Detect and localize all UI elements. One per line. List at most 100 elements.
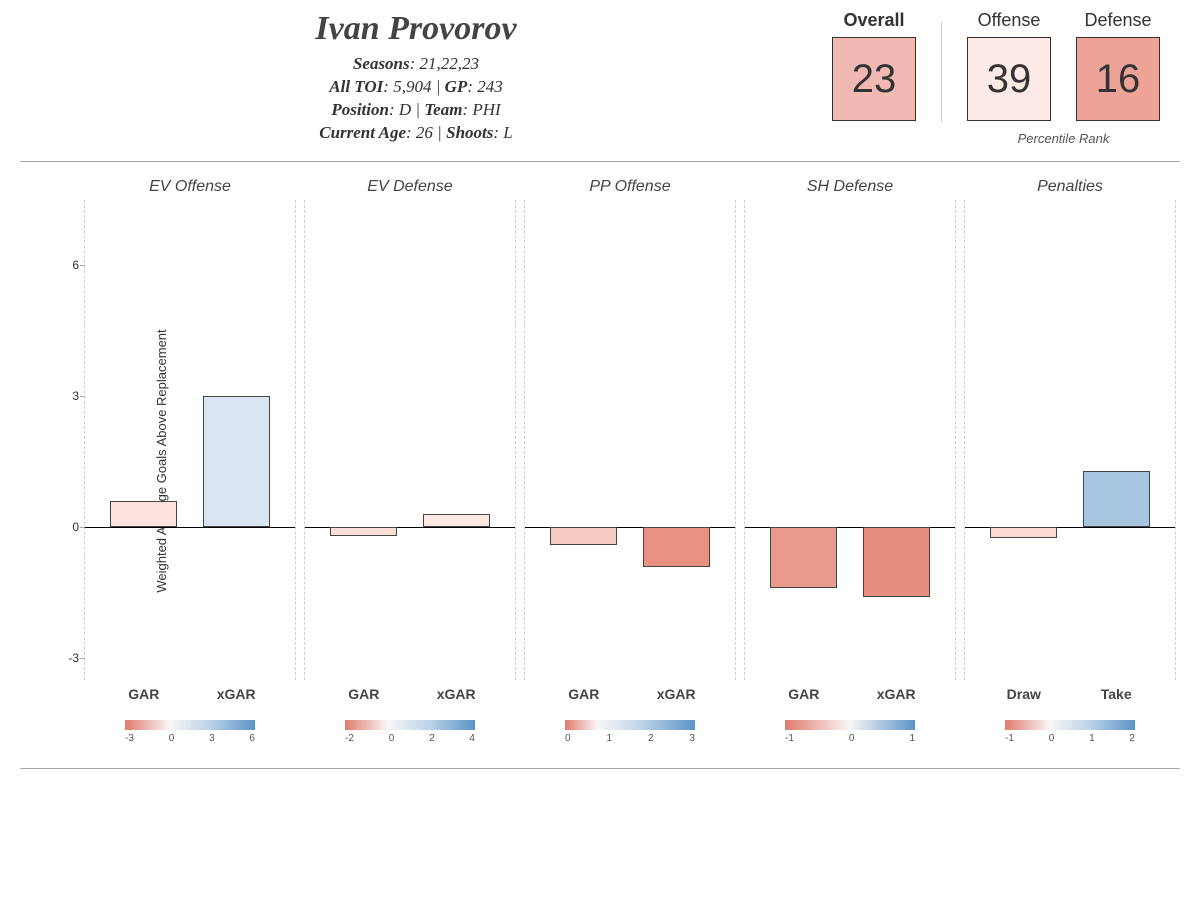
score-defense: Defense 16 [1076, 10, 1160, 121]
charts-row: Weighted Average Goals Above Replacement… [20, 172, 1180, 750]
bar-label: Take [1101, 686, 1132, 702]
color-legend: 0123 [520, 720, 740, 750]
gradient-tick: -3 [125, 733, 134, 744]
panel-sh-defense: SH Defense GARxGAR -1 0 1 [740, 172, 960, 750]
ytick-label: 3 [57, 389, 79, 403]
gradient-tick: 1 [1089, 733, 1095, 744]
gradient-tick: 4 [469, 733, 475, 744]
shoots-value: L [503, 123, 512, 142]
gradient-bar [345, 720, 475, 730]
gradient-tick: 2 [648, 733, 654, 744]
score-offense: Offense 39 [967, 10, 1051, 121]
pos-label: Position [331, 100, 389, 119]
plot-area: -3036GARxGAR [84, 200, 296, 680]
bar-label: xGAR [437, 686, 476, 702]
gradient-tick: 1 [606, 733, 612, 744]
bar-label: xGAR [657, 686, 696, 702]
team-label: Team [424, 100, 462, 119]
gradient-tick: -1 [785, 733, 794, 744]
seasons-value: 21,22,23 [420, 54, 480, 73]
panel-ev-offense: EV Offense -3036GARxGAR -3 0 3 6 [80, 172, 300, 750]
panel-title: Penalties [960, 178, 1180, 196]
info-age-shoots: Current Age: 26 | Shoots: L [40, 123, 792, 143]
gp-value: 243 [477, 77, 503, 96]
score-divider [941, 22, 942, 122]
team-value: PHI [472, 100, 500, 119]
plot-area: GARxGAR [744, 200, 956, 680]
bar [863, 527, 930, 597]
panel-pp-offense: PP OffenseGARxGAR0123 [520, 172, 740, 750]
ytick-label: 6 [57, 258, 79, 272]
bar [550, 527, 617, 544]
bar-label: xGAR [877, 686, 916, 702]
pos-value: D [399, 100, 411, 119]
bar [990, 527, 1057, 538]
bar [203, 396, 270, 527]
bar-label: xGAR [217, 686, 256, 702]
age-label: Current Age [319, 123, 406, 142]
gradient-bar [785, 720, 915, 730]
bar [770, 527, 837, 588]
player-info: Ivan Provorov Seasons: 21,22,23 All TOI:… [40, 10, 792, 146]
gradient-bar [1005, 720, 1135, 730]
color-legend: -2 0 2 4 [300, 720, 520, 750]
panel-title: SH Defense [740, 178, 960, 196]
gradient-tick: 0 [1049, 733, 1055, 744]
score-overall: Overall 23 [832, 10, 916, 121]
bar [330, 527, 397, 536]
bar-label: Draw [1007, 686, 1041, 702]
panel-title: EV Defense [300, 178, 520, 196]
color-legend: -1 0 1 [740, 720, 960, 750]
gradient-tick: 1 [909, 733, 915, 744]
bar-label: GAR [128, 686, 159, 702]
score-defense-box: 16 [1076, 37, 1160, 121]
seasons-label: Seasons [353, 54, 410, 73]
info-toi-gp: All TOI: 5,904 | GP: 243 [40, 77, 792, 97]
info-pos-team: Position: D | Team: PHI [40, 100, 792, 120]
color-legend: -1012 [960, 720, 1180, 750]
plot-area: GARxGAR [304, 200, 516, 680]
header: Ivan Provorov Seasons: 21,22,23 All TOI:… [20, 10, 1180, 162]
gradient-tick: 0 [169, 733, 175, 744]
gradient-bar [565, 720, 695, 730]
info-seasons: Seasons: 21,22,23 [40, 54, 792, 74]
gradient-tick: 3 [209, 733, 215, 744]
score-offense-value: 39 [987, 57, 1032, 102]
score-overall-box: 23 [832, 37, 916, 121]
gradient-tick: 3 [689, 733, 695, 744]
bar [643, 527, 710, 566]
bar [423, 514, 490, 527]
zero-line [85, 527, 295, 528]
gradient-tick: 6 [249, 733, 255, 744]
footer-divider [20, 768, 1180, 769]
bar [110, 501, 177, 527]
score-offense-label: Offense [967, 10, 1051, 31]
score-offense-box: 39 [967, 37, 1051, 121]
score-overall-value: 23 [852, 57, 897, 102]
percentile-caption: Percentile Rank [1018, 131, 1110, 146]
gradient-bar [125, 720, 255, 730]
plot-area: DrawTake [964, 200, 1176, 680]
gradient-tick: 0 [389, 733, 395, 744]
plot-area: GARxGAR [524, 200, 736, 680]
gp-label: GP [445, 77, 468, 96]
bar-label: GAR [348, 686, 379, 702]
player-name: Ivan Provorov [40, 10, 792, 48]
gradient-tick: -1 [1005, 733, 1014, 744]
age-value: 26 [416, 123, 433, 142]
gradient-tick: 0 [849, 733, 855, 744]
color-legend: -3 0 3 6 [80, 720, 300, 750]
ytick-label: -3 [57, 651, 79, 665]
toi-value: 5,904 [393, 77, 431, 96]
gradient-tick: 2 [429, 733, 435, 744]
bar [1083, 471, 1150, 528]
panel-ev-defense: EV DefenseGARxGAR-2024 [300, 172, 520, 750]
shoots-label: Shoots [446, 123, 493, 142]
panel-title: PP Offense [520, 178, 740, 196]
panel-title: EV Offense [80, 178, 300, 196]
score-cards: Overall 23 Offense 39 Defense 16 [832, 10, 1160, 146]
gradient-tick: -2 [345, 733, 354, 744]
panel-penalties: PenaltiesDrawTake-1012 [960, 172, 1180, 750]
score-defense-value: 16 [1096, 57, 1141, 102]
ytick-label: 0 [57, 520, 79, 534]
